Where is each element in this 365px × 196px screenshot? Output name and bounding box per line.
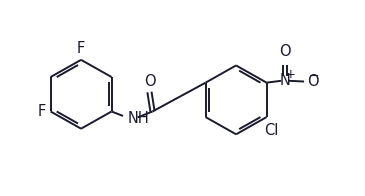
Text: O: O <box>307 74 319 89</box>
Text: −: − <box>308 70 319 83</box>
Text: +: + <box>286 68 296 81</box>
Text: F: F <box>77 41 85 56</box>
Text: O: O <box>279 44 291 59</box>
Text: NH: NH <box>128 111 149 126</box>
Text: N: N <box>280 73 291 88</box>
Text: Cl: Cl <box>264 123 278 138</box>
Text: O: O <box>144 74 155 89</box>
Text: F: F <box>38 104 46 119</box>
